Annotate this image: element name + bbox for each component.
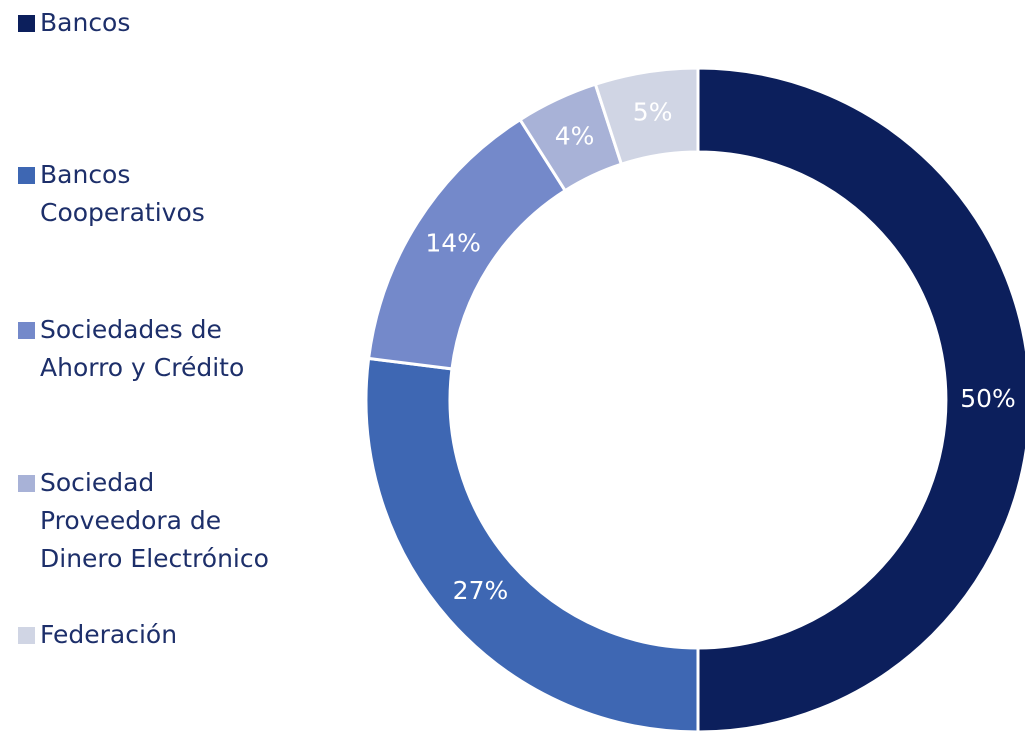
data-label: 4% [555, 122, 595, 151]
legend-item: Sociedad Proveedora de Dinero Electrónic… [18, 464, 269, 578]
legend-label: Sociedad Proveedora de Dinero Electrónic… [40, 468, 269, 573]
data-label: 5% [633, 98, 673, 127]
donut-slice [364, 356, 700, 734]
legend-label: Federación [40, 620, 178, 649]
legend-label: Bancos Cooperativos [40, 160, 205, 227]
legend-swatch [18, 167, 35, 184]
legend-item: Federación [18, 616, 177, 654]
legend-label: Sociedades de Ahorro y Crédito [40, 315, 245, 382]
donut-slice [593, 66, 700, 167]
legend-label: Bancos [40, 8, 131, 37]
legend-item: Sociedades de Ahorro y Crédito [18, 311, 244, 387]
data-label: 50% [960, 384, 1016, 413]
donut-slice [696, 66, 1025, 734]
legend-swatch [18, 627, 35, 644]
data-label: 14% [425, 229, 481, 258]
legend-swatch [18, 322, 35, 339]
legend-swatch [18, 15, 35, 32]
legend-swatch [18, 475, 35, 492]
data-label: 27% [453, 576, 509, 605]
legend-item: Bancos [18, 4, 130, 42]
legend-item: Bancos Cooperativos [18, 156, 205, 232]
